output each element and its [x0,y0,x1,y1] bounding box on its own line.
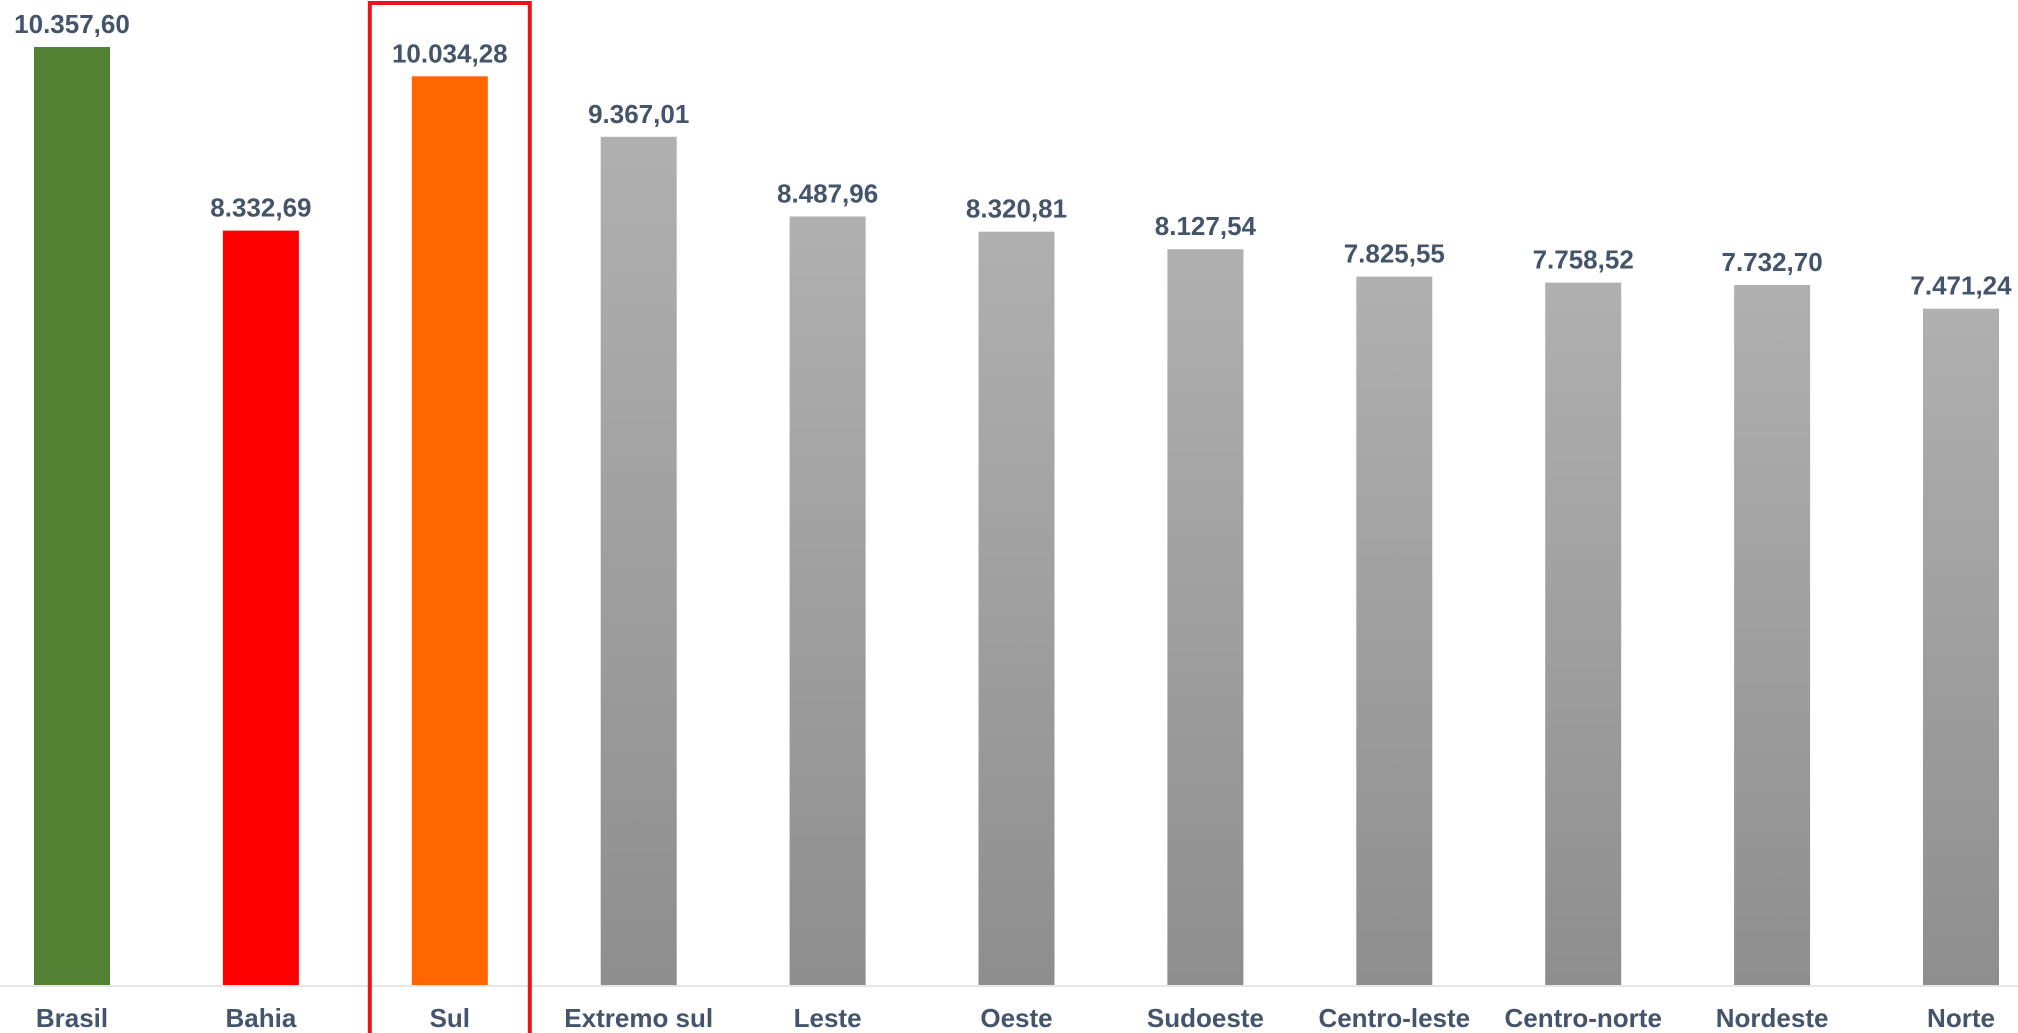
value-label: 8.487,96 [777,179,878,209]
category-label: Sul [430,1003,470,1033]
bar-brasil [34,47,110,986]
category-labels: Brasil Bahia Sul Extremo sul Leste Oeste Sudoe… [36,1003,1995,1033]
bar-centro-leste [1356,276,1433,987]
value-label: 7.758,52 [1533,245,1634,275]
bar-extremo-sul [600,136,677,987]
value-label: 8.127,54 [1155,211,1257,241]
category-label: Centro-leste [1318,1003,1470,1033]
value-labels: 10.357,60 8.332,69 10.034,28 9.367,01 8.487,… [14,9,2012,301]
bar-centro-norte [1545,282,1622,987]
category-label: Nordeste [1716,1003,1829,1033]
bar-sul [411,76,488,987]
bar-norte [1923,308,1999,986]
value-label: 7.732,70 [1721,247,1822,277]
bar-nordeste [1734,285,1811,986]
bar-leste [789,216,866,986]
value-label: 9.367,01 [588,99,689,129]
category-label: Centro-norte [1504,1003,1661,1033]
value-label: 8.332,69 [210,193,311,223]
category-label: Extremo sul [564,1003,713,1033]
value-label: 7.471,24 [1910,271,2012,301]
category-label: Leste [794,1003,862,1033]
category-label: Oeste [980,1003,1052,1033]
bar-sudoeste [1167,249,1244,986]
bars [34,47,1999,987]
value-label: 7.825,55 [1344,239,1445,269]
bar-bahia [222,230,299,987]
highlight-box [367,1,532,1033]
bar-oeste [978,231,1055,986]
value-label: 8.320,81 [966,194,1067,224]
category-label: Bahia [225,1003,296,1033]
category-label: Sudoeste [1147,1003,1264,1033]
category-label: Norte [1927,1003,1995,1033]
value-label: 10.357,60 [14,9,130,39]
category-label: Brasil [36,1003,108,1033]
value-label: 10.034,28 [392,38,508,68]
